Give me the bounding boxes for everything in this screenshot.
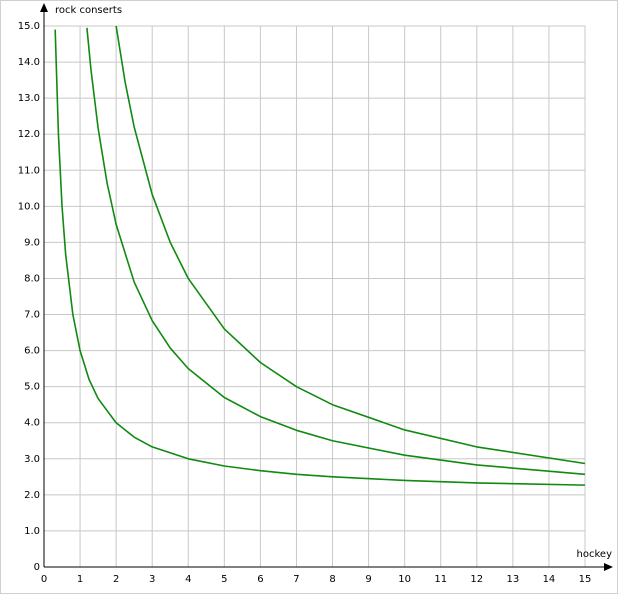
y-tick-label: 14.0 bbox=[18, 57, 40, 68]
x-tick-label: 10 bbox=[398, 574, 411, 585]
x-tick-label: 2 bbox=[113, 574, 119, 585]
y-axis-arrow bbox=[40, 3, 48, 12]
x-tick-label: 14 bbox=[543, 574, 556, 585]
y-tick-label: 2.0 bbox=[24, 490, 40, 501]
x-tick-label: 3 bbox=[149, 574, 155, 585]
x-tick-label: 4 bbox=[185, 574, 191, 585]
x-tick-label: 13 bbox=[506, 574, 519, 585]
curve bbox=[115, 25, 586, 465]
x-tick-label: 15 bbox=[579, 574, 592, 585]
y-tick-label: 5.0 bbox=[24, 382, 40, 393]
x-tick-label: 6 bbox=[257, 574, 263, 585]
x-tick-label: 0 bbox=[41, 574, 47, 585]
y-axis-title: rock conserts bbox=[55, 5, 122, 16]
x-axis-arrow bbox=[604, 563, 613, 571]
y-tick-label: 1.0 bbox=[24, 526, 40, 537]
y-tick-label: 6.0 bbox=[24, 346, 40, 357]
y-tick-label: 15.0 bbox=[18, 21, 40, 32]
x-tick-label: 11 bbox=[434, 574, 447, 585]
y-tick-label: 4.0 bbox=[24, 418, 40, 429]
x-tick-label: 8 bbox=[329, 574, 335, 585]
x-tick-label: 9 bbox=[365, 574, 371, 585]
y-tick-label: 7.0 bbox=[24, 310, 40, 321]
y-tick-label: 12.0 bbox=[18, 129, 40, 140]
y-tick-label: 8.0 bbox=[24, 273, 40, 284]
y-tick-label: 0 bbox=[34, 562, 40, 573]
x-tick-label: 1 bbox=[77, 574, 83, 585]
y-tick-label: 10.0 bbox=[18, 201, 40, 212]
x-tick-label: 7 bbox=[293, 574, 299, 585]
x-axis-title: hockey bbox=[577, 549, 613, 560]
x-tick-label: 12 bbox=[470, 574, 483, 585]
curve bbox=[54, 29, 586, 486]
curve bbox=[86, 27, 586, 476]
y-tick-label: 11.0 bbox=[18, 165, 40, 176]
y-tick-label: 3.0 bbox=[24, 454, 40, 465]
y-tick-label: 13.0 bbox=[18, 93, 40, 104]
x-tick-label: 5 bbox=[221, 574, 227, 585]
y-tick-label: 9.0 bbox=[24, 237, 40, 248]
